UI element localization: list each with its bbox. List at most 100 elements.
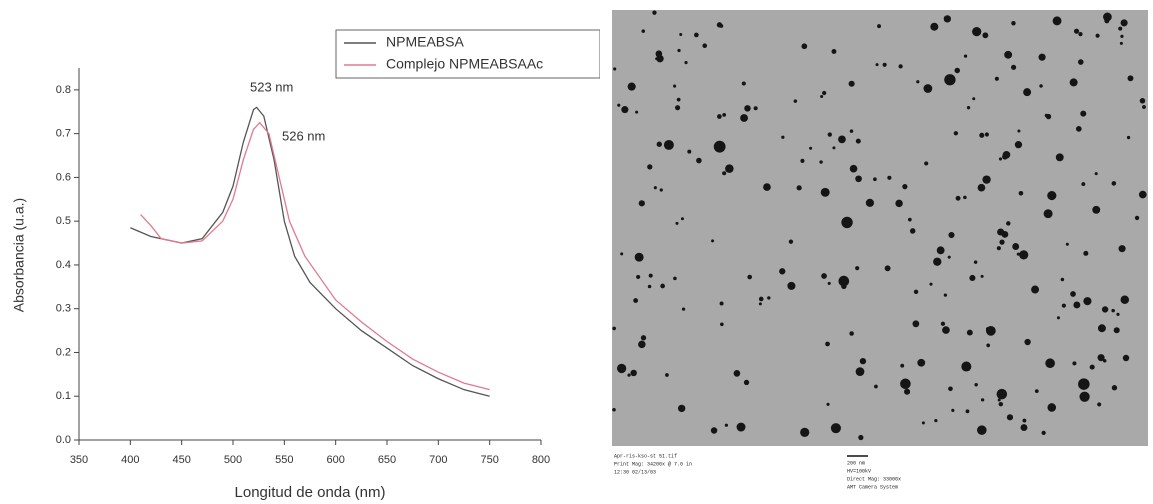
particle: [1119, 41, 1123, 45]
particle: [951, 408, 955, 412]
particle: [800, 427, 810, 438]
particle: [676, 97, 681, 102]
particle: [635, 110, 639, 114]
particle: [1083, 297, 1092, 306]
particle: [1101, 306, 1109, 313]
particle: [612, 407, 616, 412]
particle: [1011, 21, 1016, 26]
particle: [1097, 402, 1102, 407]
particle: [710, 427, 718, 434]
x-tick-label: 600: [326, 454, 344, 466]
y-tick-label: 0.3: [56, 303, 71, 315]
particle: [655, 50, 663, 58]
particle: [787, 281, 796, 290]
particle: [849, 129, 854, 133]
particle: [1142, 105, 1146, 109]
x-tick-label: 400: [121, 454, 139, 466]
particle: [681, 307, 686, 311]
x-tick-label: 700: [429, 454, 447, 466]
particle: [977, 425, 987, 435]
particle: [1061, 303, 1066, 308]
particle: [1039, 84, 1043, 88]
particle: [1120, 19, 1128, 27]
particle: [1078, 378, 1090, 390]
particle: [1081, 182, 1086, 186]
legend-label: NPMEABSA: [386, 34, 464, 50]
particle: [720, 322, 724, 327]
particle: [984, 132, 989, 137]
particle: [917, 358, 926, 367]
particle: [1089, 364, 1095, 370]
particle: [636, 274, 641, 280]
y-tick-label: 0.5: [56, 215, 71, 227]
particle: [1004, 50, 1013, 59]
particle: [1016, 252, 1020, 256]
particle: [673, 84, 677, 88]
particle: [719, 301, 724, 306]
scale-label: 200 nm: [847, 460, 865, 466]
particle: [1120, 295, 1130, 305]
particle: [1045, 358, 1055, 369]
particle: [830, 423, 841, 434]
particle: [717, 114, 722, 119]
x-tick-label: 500: [224, 454, 242, 466]
x-tick-label: 450: [172, 454, 190, 466]
particle: [887, 175, 892, 180]
particle: [948, 386, 953, 392]
particle: [1011, 64, 1017, 70]
legend-label: Complejo NPMEABSAAc: [386, 56, 543, 72]
particle: [884, 265, 891, 272]
particle: [722, 171, 727, 176]
particle: [1034, 389, 1039, 394]
particle: [679, 33, 683, 37]
particle: [1060, 277, 1065, 282]
particle: [972, 97, 976, 101]
particle: [758, 296, 764, 302]
particle: [982, 32, 989, 39]
particle: [1078, 32, 1083, 37]
particle: [788, 239, 794, 244]
particle: [1077, 59, 1084, 65]
particle: [1006, 221, 1011, 226]
particle: [963, 54, 968, 58]
particle: [855, 367, 865, 376]
annotation: 526 nm: [282, 128, 325, 143]
particle: [1083, 251, 1088, 256]
particle: [980, 398, 985, 402]
x-tick-label: 350: [70, 454, 88, 466]
particle: [621, 106, 629, 114]
particle: [793, 99, 798, 103]
particle: [944, 74, 956, 86]
particle: [617, 103, 621, 107]
particle: [653, 186, 657, 190]
particle: [982, 175, 991, 184]
caption-text: 12:30 02/13/03: [614, 469, 656, 475]
particle: [627, 373, 631, 377]
particle: [1020, 424, 1028, 432]
particle: [1018, 190, 1024, 196]
particle: [929, 282, 933, 286]
particle: [942, 326, 950, 334]
particle: [677, 48, 681, 53]
particle: [954, 67, 961, 74]
legend-box: [335, 29, 600, 79]
particle: [955, 195, 961, 201]
particle: [1116, 312, 1120, 316]
particle: [831, 48, 837, 54]
particle: [973, 260, 978, 264]
particle: [652, 10, 657, 15]
particle: [965, 409, 970, 414]
particle: [1031, 285, 1040, 294]
particle: [781, 135, 785, 139]
annotation: 523 nm: [250, 79, 293, 94]
particle: [974, 383, 978, 387]
particle: [665, 373, 669, 377]
particle: [680, 217, 684, 221]
particle: [740, 114, 748, 122]
particle: [648, 273, 653, 278]
particle: [809, 146, 813, 150]
particle: [972, 27, 982, 37]
particle: [660, 283, 665, 289]
particle: [966, 329, 973, 336]
particle: [979, 132, 985, 138]
